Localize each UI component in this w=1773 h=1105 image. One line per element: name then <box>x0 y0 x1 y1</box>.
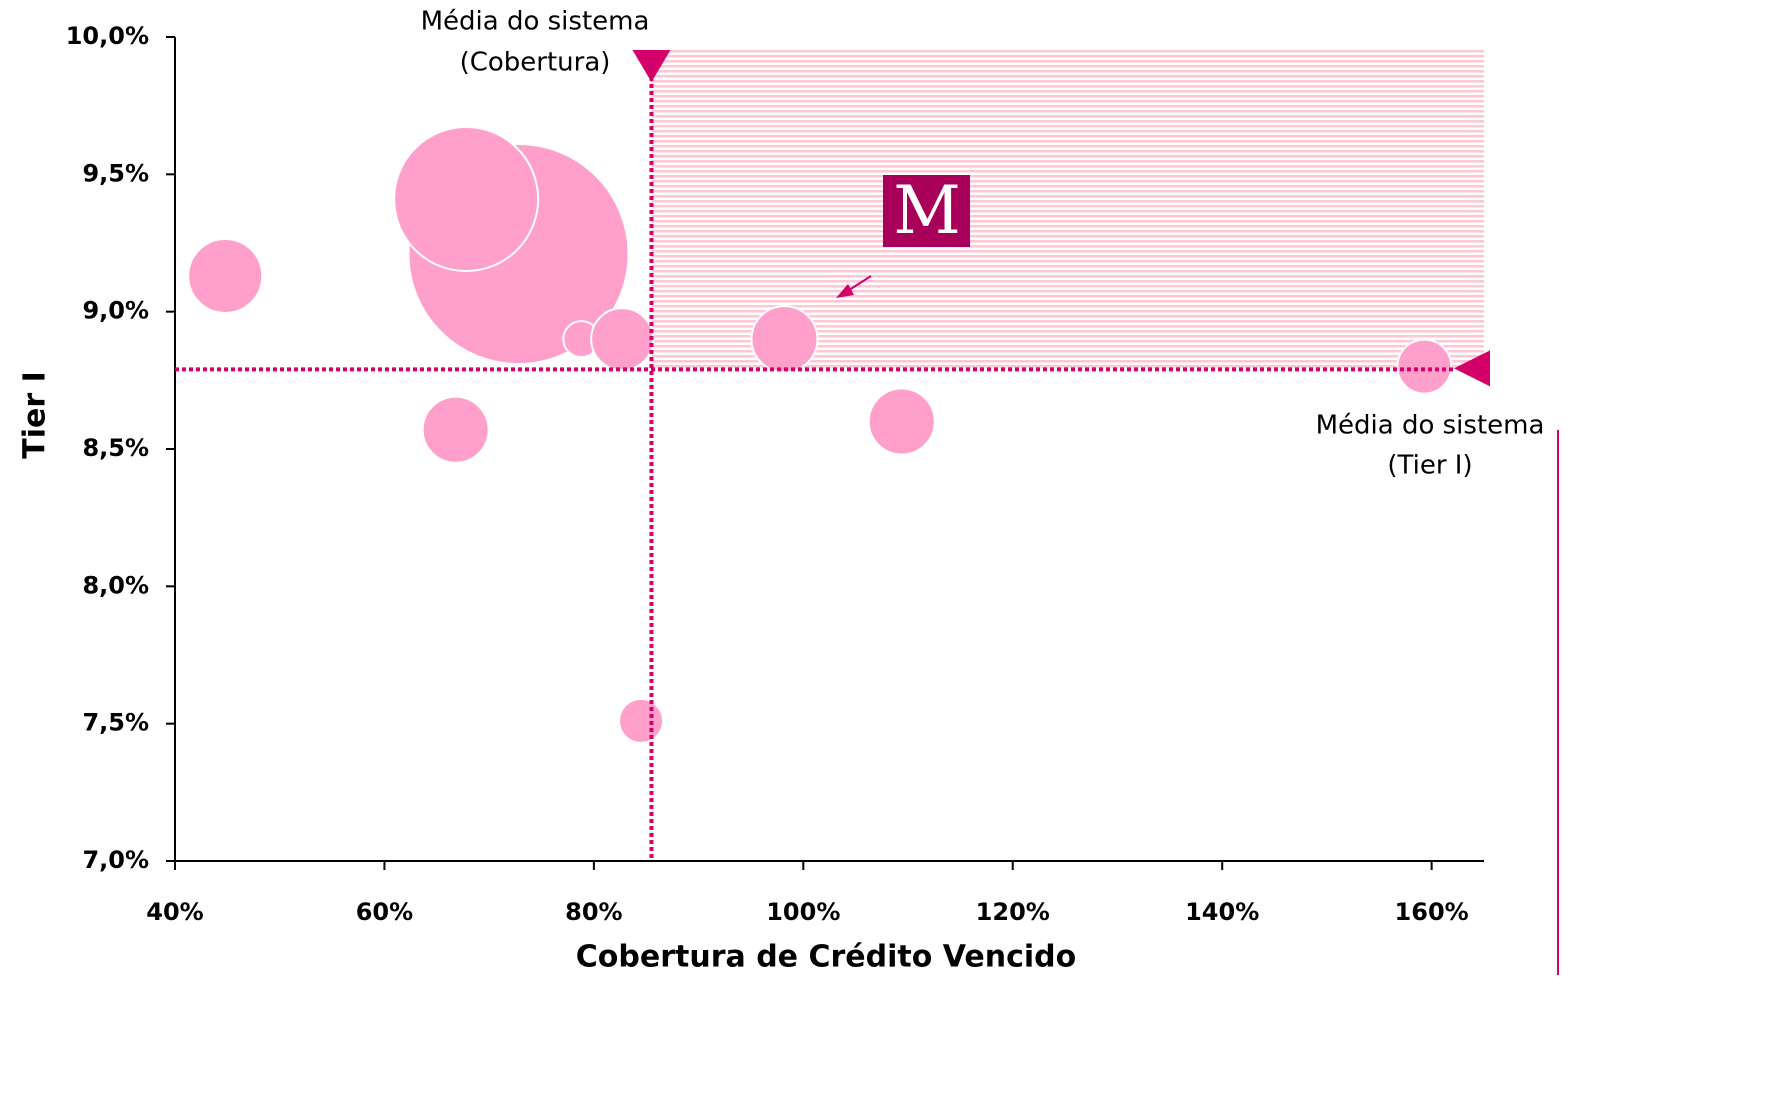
y-average-label: Média do sistema <box>1316 411 1545 441</box>
x-average-marker <box>632 50 671 82</box>
x-average-label: (Cobertura) <box>460 48 611 78</box>
y-tick-label: 7,0% <box>82 846 149 874</box>
x-tick-label: 140% <box>1185 898 1259 926</box>
x-average-label: Média do sistema <box>421 7 650 37</box>
bubble <box>590 307 655 372</box>
y-axis-title: Tier I <box>18 371 53 459</box>
bubble <box>187 237 264 314</box>
logo-arrow-head <box>836 284 854 298</box>
x-tick-label: 60% <box>356 898 413 926</box>
x-tick-label: 80% <box>565 898 622 926</box>
x-tick-label: 100% <box>766 898 840 926</box>
logo: M <box>893 172 961 249</box>
bubble <box>750 305 819 374</box>
logo-box <box>883 175 970 247</box>
x-axis-title: Cobertura de Crédito Vencido <box>576 940 1076 975</box>
bubble <box>867 387 936 456</box>
bubble <box>618 697 665 744</box>
y-tick-label: 10,0% <box>66 22 149 50</box>
x-tick-label: 160% <box>1395 898 1469 926</box>
x-tick-label: 40% <box>146 898 203 926</box>
y-tick-label: 7,5% <box>82 709 149 737</box>
y-tick-label: 8,5% <box>82 434 149 462</box>
y-tick-label: 8,0% <box>82 571 149 599</box>
y-tick-label: 9,5% <box>82 159 149 187</box>
bubble <box>421 395 490 464</box>
y-average-marker <box>1454 350 1490 387</box>
bubble <box>1396 338 1453 395</box>
x-tick-label: 120% <box>976 898 1050 926</box>
y-average-label: (Tier I) <box>1387 451 1472 481</box>
bubble <box>393 126 540 273</box>
y-tick-label: 9,0% <box>82 297 149 325</box>
